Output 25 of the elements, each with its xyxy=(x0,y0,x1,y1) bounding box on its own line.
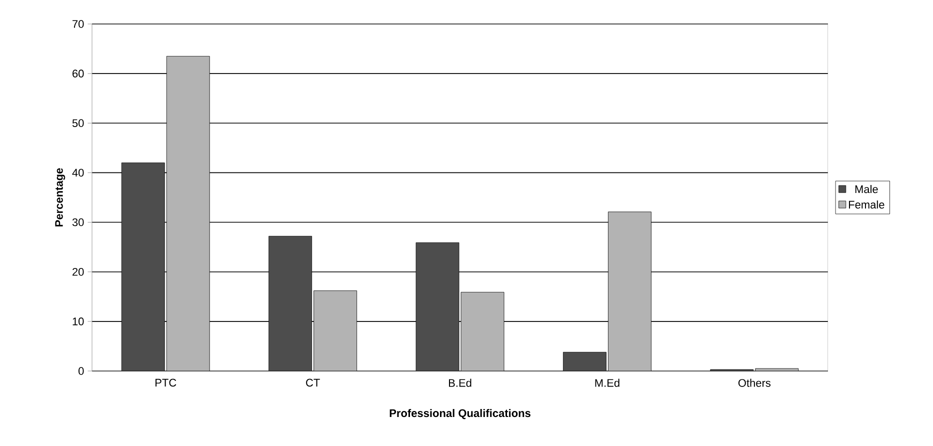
x-tick-label: Others xyxy=(738,378,771,387)
bar xyxy=(166,56,210,371)
legend-label: Female xyxy=(848,200,884,209)
y-tick-label: 60 xyxy=(72,70,84,78)
legend-label: Male xyxy=(855,185,878,194)
y-tick-label: 20 xyxy=(72,268,84,276)
bar xyxy=(563,352,606,371)
y-axis-title: Percentage xyxy=(55,168,66,226)
y-tick-label: 50 xyxy=(72,119,84,128)
bar xyxy=(608,212,652,371)
bar xyxy=(268,236,312,371)
x-axis-title: Professional Qualifications xyxy=(390,409,530,420)
y-tick-label: 0 xyxy=(78,367,84,375)
x-tick-label: PTC xyxy=(156,378,176,387)
bar xyxy=(460,292,504,371)
y-tick-label: 10 xyxy=(72,318,84,326)
bar xyxy=(314,290,358,371)
y-tick-label: 30 xyxy=(72,218,84,226)
y-tick-label: 70 xyxy=(72,20,84,28)
y-tick-label: 40 xyxy=(72,168,84,177)
x-tick-label: M.Ed xyxy=(595,378,620,387)
bar xyxy=(121,162,165,371)
x-tick-label: CT xyxy=(306,378,320,387)
bar xyxy=(416,242,460,371)
x-tick-label: B.Ed xyxy=(448,378,472,387)
